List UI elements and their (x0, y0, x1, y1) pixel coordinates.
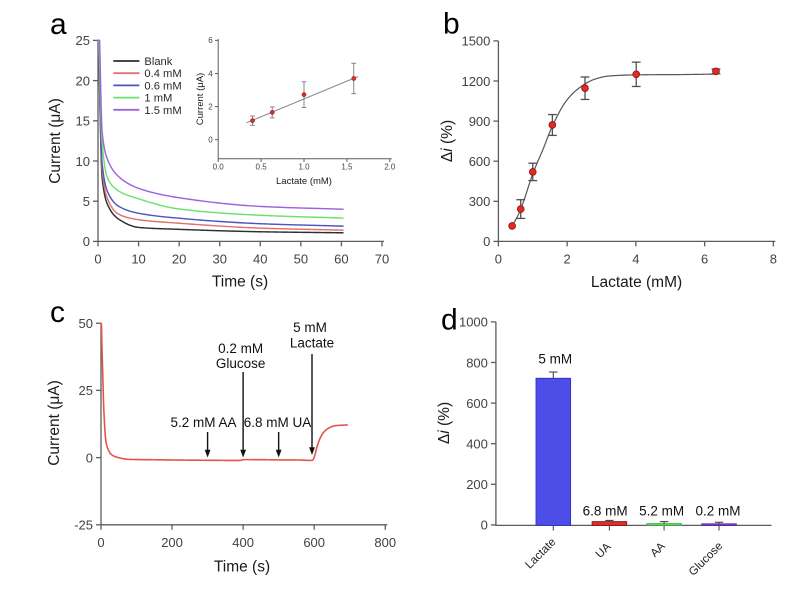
svg-text:0: 0 (481, 518, 488, 533)
svg-text:c: c (50, 296, 65, 329)
svg-text:0.6 mM: 0.6 mM (144, 80, 181, 92)
svg-text:10: 10 (131, 251, 145, 266)
svg-text:Lactate (mM): Lactate (mM) (276, 176, 332, 187)
svg-text:25: 25 (76, 33, 90, 48)
svg-text:1.5 mM: 1.5 mM (144, 105, 181, 117)
svg-text:0: 0 (495, 251, 502, 266)
svg-text:50: 50 (294, 251, 308, 266)
svg-text:0.2 mM: 0.2 mM (218, 341, 263, 356)
svg-text:70: 70 (375, 251, 389, 266)
svg-text:5 mM: 5 mM (538, 352, 572, 367)
svg-text:200: 200 (161, 535, 183, 550)
svg-text:40: 40 (253, 251, 267, 266)
svg-text:0: 0 (94, 251, 101, 266)
svg-text:6.8 mM UA: 6.8 mM UA (244, 415, 312, 430)
svg-text:60: 60 (334, 251, 348, 266)
svg-text:20: 20 (172, 251, 186, 266)
svg-text:1200: 1200 (461, 74, 490, 89)
svg-text:2: 2 (208, 102, 213, 111)
svg-text:0.5: 0.5 (256, 163, 268, 172)
svg-text:Glucose: Glucose (216, 356, 266, 371)
svg-text:300: 300 (469, 194, 491, 209)
svg-text:2: 2 (564, 251, 571, 266)
svg-text:6.8 mM: 6.8 mM (583, 504, 628, 519)
svg-text:Time (s): Time (s) (214, 559, 270, 576)
svg-text:0: 0 (97, 535, 104, 550)
svg-text:-25: -25 (74, 518, 93, 533)
svg-text:Current (μA): Current (μA) (195, 73, 206, 125)
svg-text:d: d (441, 304, 458, 337)
svg-text:6: 6 (701, 251, 708, 266)
svg-text:2.0: 2.0 (384, 163, 396, 172)
svg-text:4: 4 (208, 69, 213, 78)
svg-text:200: 200 (466, 477, 488, 492)
svg-text:Lactate: Lactate (290, 336, 334, 351)
svg-text:1 mM: 1 mM (144, 93, 172, 105)
svg-text:600: 600 (466, 396, 488, 411)
svg-text:0.4 mM: 0.4 mM (144, 68, 181, 80)
svg-text:50: 50 (79, 316, 93, 331)
svg-text:5: 5 (83, 194, 90, 209)
svg-text:800: 800 (374, 535, 396, 550)
svg-text:15: 15 (76, 114, 90, 129)
svg-text:900: 900 (469, 114, 491, 129)
svg-text:5.2 mM AA: 5.2 mM AA (170, 415, 236, 430)
svg-text:0: 0 (208, 136, 213, 145)
svg-text:Δi (%): Δi (%) (436, 402, 453, 444)
svg-text:400: 400 (466, 437, 488, 452)
svg-text:6: 6 (208, 36, 213, 45)
svg-text:25: 25 (79, 383, 93, 398)
svg-text:1.5: 1.5 (341, 163, 353, 172)
svg-text:0: 0 (483, 234, 490, 249)
svg-text:Lactate (mM): Lactate (mM) (591, 274, 682, 291)
svg-text:5 mM: 5 mM (293, 320, 327, 335)
svg-text:0.0: 0.0 (213, 163, 225, 172)
svg-text:Δi (%): Δi (%) (439, 120, 456, 162)
svg-text:600: 600 (303, 535, 325, 550)
svg-text:b: b (443, 8, 460, 41)
svg-text:0: 0 (83, 234, 90, 249)
svg-text:4: 4 (632, 251, 639, 266)
svg-text:800: 800 (466, 355, 488, 370)
svg-text:400: 400 (232, 535, 254, 550)
svg-text:600: 600 (469, 154, 491, 169)
svg-text:Current (μA): Current (μA) (47, 98, 64, 184)
svg-text:30: 30 (212, 251, 226, 266)
svg-text:0.2 mM: 0.2 mM (695, 504, 740, 519)
svg-text:Blank: Blank (144, 56, 172, 68)
svg-text:8: 8 (770, 251, 777, 266)
svg-text:Current (μA): Current (μA) (46, 380, 63, 466)
svg-text:1500: 1500 (461, 34, 490, 49)
svg-text:5.2 mM: 5.2 mM (639, 504, 684, 519)
svg-text:a: a (50, 8, 67, 41)
svg-text:1000: 1000 (459, 315, 488, 330)
svg-text:0: 0 (86, 450, 93, 465)
svg-text:20: 20 (76, 73, 90, 88)
svg-text:10: 10 (76, 154, 90, 169)
svg-text:1.0: 1.0 (298, 163, 310, 172)
svg-text:Time (s): Time (s) (212, 274, 268, 291)
